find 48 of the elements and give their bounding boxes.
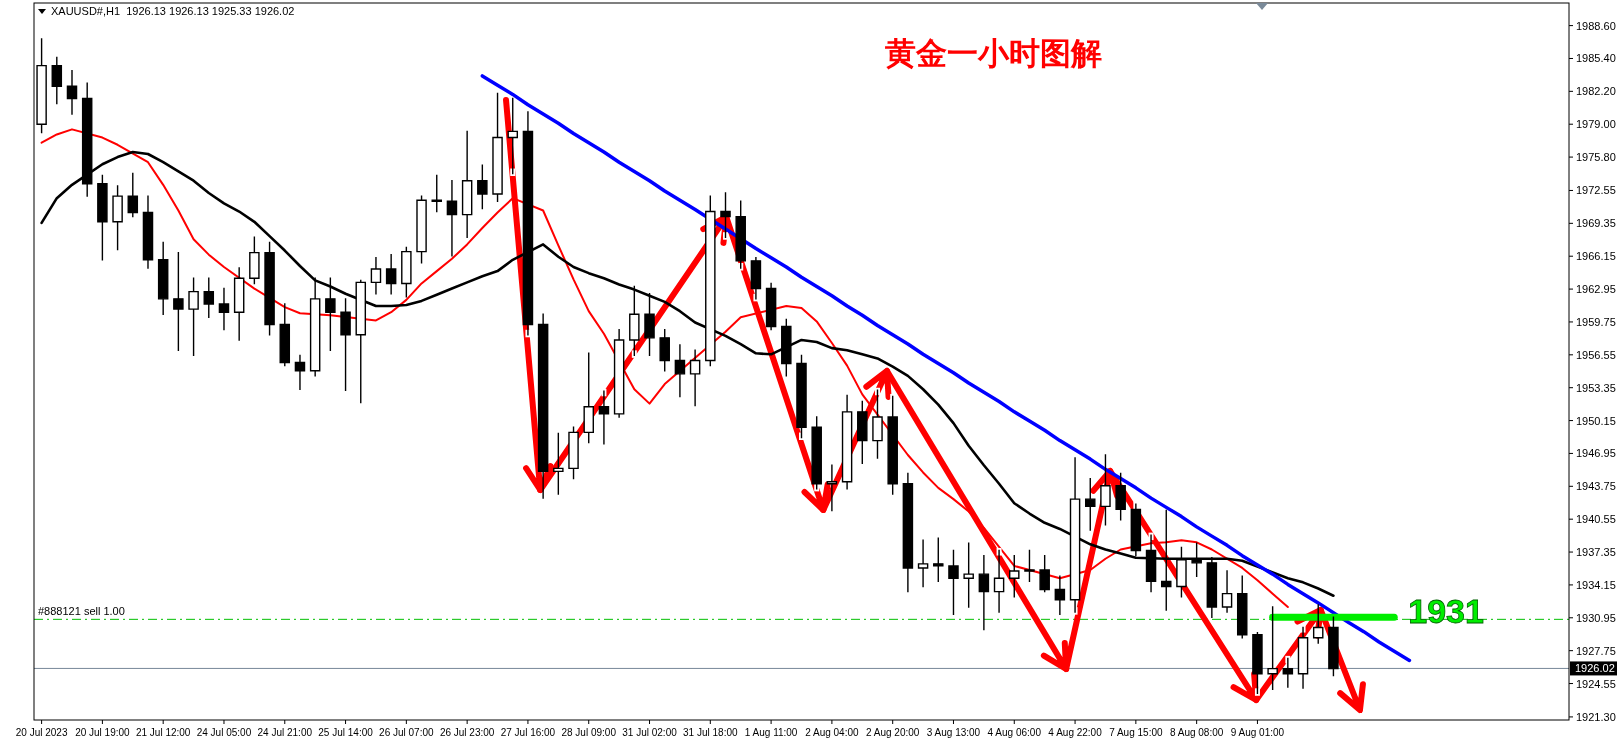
y-tick-label: 1982.20 <box>1576 85 1616 98</box>
y-tick-label: 1979.00 <box>1576 118 1616 131</box>
annotation: #888121 sell 1.00 <box>38 605 125 618</box>
y-tick-label: 1930.95 <box>1576 611 1616 624</box>
x-tick-label: 25 Jul 14:00 <box>318 727 373 738</box>
x-tick-label: 2 Aug 04:00 <box>805 727 859 738</box>
x-tick-label: 2 Aug 20:00 <box>866 727 920 738</box>
y-tick-label: 1934.15 <box>1576 578 1616 591</box>
x-tick-label: 27 Jul 16:00 <box>500 727 556 738</box>
x-tick-label: 4 Aug 06:00 <box>987 727 1041 738</box>
x-tick-label: 9 Aug 01:00 <box>1230 727 1285 738</box>
header: XAUUSD#,H1 1926.13 1926.13 1925.33 1926.02 <box>51 5 295 17</box>
y-tick-label: 1946.95 <box>1576 447 1616 460</box>
x-tick-label: 26 Jul 07:00 <box>379 727 434 738</box>
y-tick-label: 1959.75 <box>1576 315 1616 328</box>
y-tick-label: 1966.15 <box>1576 250 1616 263</box>
y-tick-label: 1940.55 <box>1576 513 1616 526</box>
x-tick-label: 24 Jul 05:00 <box>196 727 252 738</box>
y-tick-label: 1927.75 <box>1576 644 1616 657</box>
y-tick-label: 1962.95 <box>1576 283 1616 296</box>
x-tick-label: 20 Jul 19:00 <box>75 727 130 738</box>
x-tick-label: 24 Jul 21:00 <box>257 727 312 738</box>
x-tick-label: 20 Jul 2023 <box>15 727 68 738</box>
title: 黄金一小时图解 <box>884 35 1102 71</box>
y-tick-label: 1953.35 <box>1576 381 1616 394</box>
y-tick-label: 1956.55 <box>1576 348 1616 361</box>
x-tick-label: 31 Jul 02:00 <box>622 727 677 738</box>
y-tick-label: 1969.35 <box>1576 217 1616 230</box>
y-tick-label: 1943.75 <box>1576 480 1616 493</box>
x-tick-label: 21 Jul 12:00 <box>135 727 191 738</box>
y-tick-label: 1972.55 <box>1576 184 1616 197</box>
series-label: 1931 <box>1408 592 1484 631</box>
x-tick-label: 4 Aug 22:00 <box>1048 727 1102 738</box>
x-tick-label: 1 Aug 11:00 <box>744 727 798 738</box>
y-tick-label: 1924.55 <box>1576 677 1616 690</box>
y-tick-label: 1950.15 <box>1576 414 1616 427</box>
x-tick-label: 31 Jul 18:00 <box>683 727 738 738</box>
y-tick-label: 1975.80 <box>1576 151 1616 164</box>
y-tick-label: 1937.35 <box>1576 546 1616 559</box>
y-tick-label: 1985.40 <box>1576 52 1616 65</box>
y-tick-label: 1921.30 <box>1576 710 1616 723</box>
x-tick-label: 8 Aug 08:00 <box>1169 727 1224 738</box>
y-tick-label: 1988.60 <box>1576 19 1616 32</box>
x-tick-label: 3 Aug 13:00 <box>926 727 981 738</box>
x-tick-label: 28 Jul 09:00 <box>561 727 616 738</box>
x-tick-label: 7 Aug 15:00 <box>1109 727 1163 738</box>
ref-label: 1926.02 <box>1575 662 1615 675</box>
x-tick-label: 26 Jul 23:00 <box>439 727 495 738</box>
